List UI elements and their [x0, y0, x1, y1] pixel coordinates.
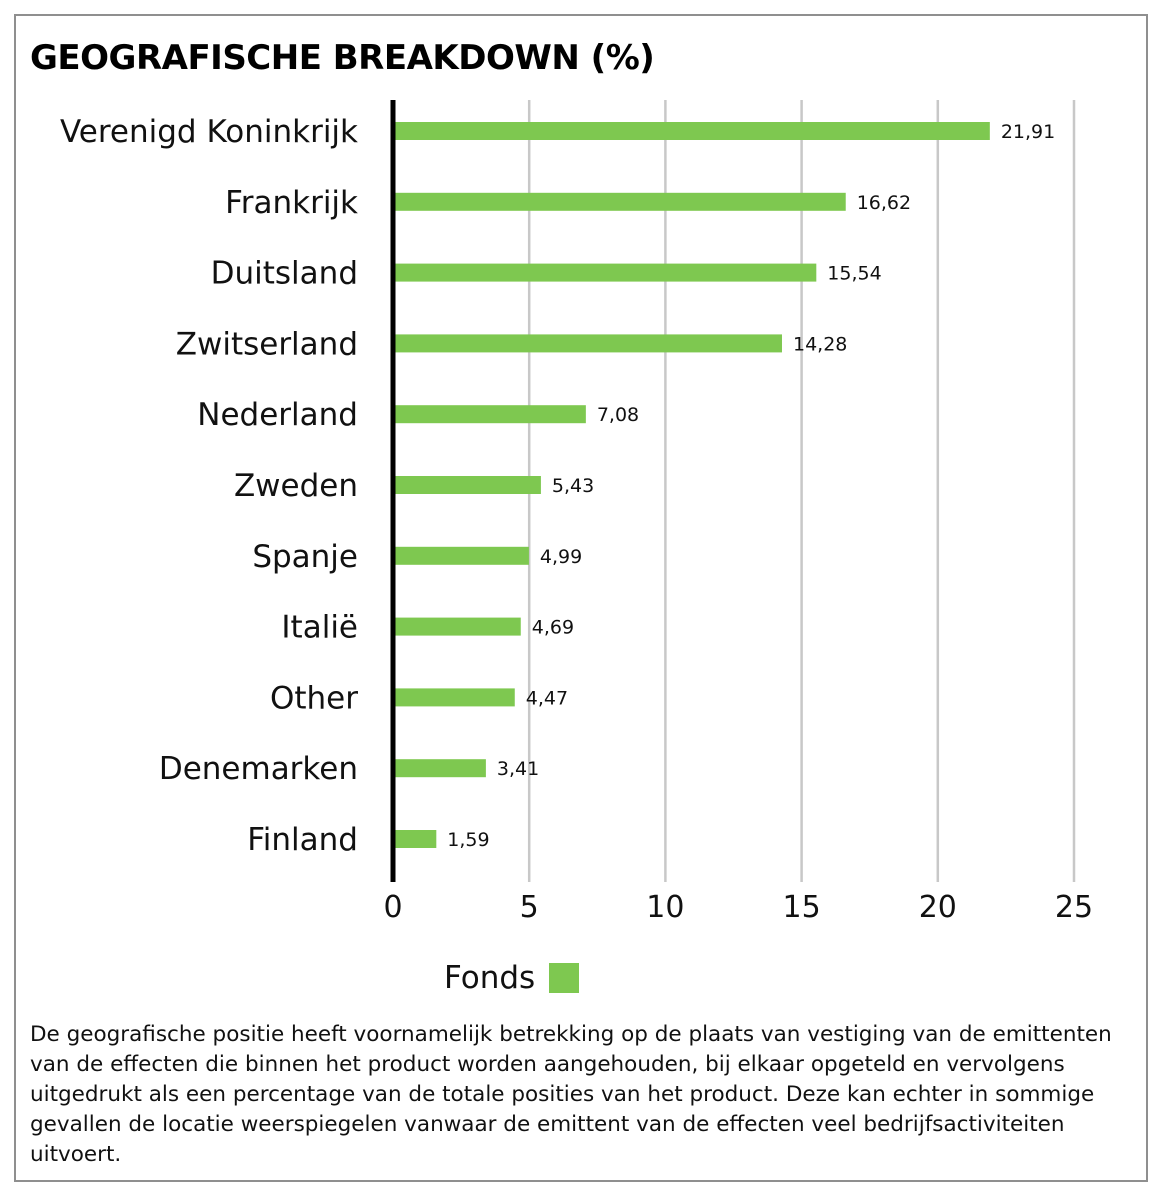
category-label: Verenigd Koninkrijk: [60, 114, 358, 150]
data-label: 4,99: [540, 546, 582, 568]
category-label: Zweden: [234, 468, 358, 504]
bar: [393, 405, 586, 424]
bar: [393, 122, 990, 140]
category-label: Finland: [247, 822, 358, 858]
data-label: 3,41: [497, 758, 539, 780]
x-tick-label: 20: [919, 890, 957, 925]
bar: [393, 476, 541, 494]
category-label: Spanje: [252, 539, 358, 575]
data-label: 7,08: [597, 404, 639, 426]
data-label: 15,54: [827, 263, 881, 285]
data-label: 4,69: [532, 617, 574, 639]
bar: [393, 192, 846, 211]
legend: Fonds: [444, 960, 580, 996]
category-label: Frankrijk: [225, 185, 358, 221]
legend-swatch: [549, 963, 580, 993]
x-tick-label: 5: [520, 890, 539, 925]
data-label: 16,62: [857, 192, 911, 214]
x-tick-label: 25: [1055, 890, 1093, 925]
category-label: Zwitserland: [176, 326, 358, 362]
bar: [393, 830, 437, 848]
data-label: 5,43: [552, 475, 594, 497]
footnote: De geografische positie heeft voornameli…: [30, 1022, 1112, 1167]
legend-label: Fonds: [444, 960, 536, 996]
bar: [393, 546, 529, 565]
data-label: 21,91: [1001, 121, 1055, 143]
x-tick-label: 0: [383, 890, 402, 925]
data-label: 14,28: [793, 333, 847, 355]
chart-title: GEOGRAFISCHE BREAKDOWN (%): [30, 38, 655, 78]
category-label: Italië: [281, 610, 358, 646]
category-label: Other: [270, 680, 358, 716]
data-label: 4,47: [526, 687, 568, 709]
bar: [393, 759, 486, 778]
bar: [393, 688, 515, 707]
data-label: 1,59: [447, 829, 489, 851]
x-tick-label: 10: [646, 890, 684, 925]
category-label: Nederland: [197, 397, 358, 433]
category-label: Denemarken: [159, 751, 358, 787]
category-label: Duitsland: [211, 256, 358, 292]
bar: [393, 617, 521, 636]
bar: [393, 334, 782, 353]
bar: [393, 263, 817, 282]
bar-chart: 0 5 10 15 20 25 Verenigd Koninkrijk 21,91 Frankr…: [60, 100, 1093, 925]
x-tick-label: 15: [783, 890, 821, 925]
